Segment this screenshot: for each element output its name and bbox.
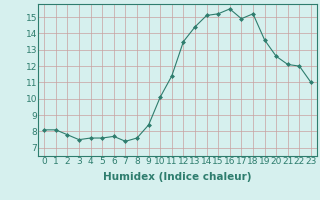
X-axis label: Humidex (Indice chaleur): Humidex (Indice chaleur)	[103, 172, 252, 182]
